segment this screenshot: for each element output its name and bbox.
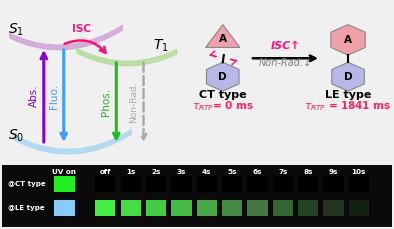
FancyBboxPatch shape [0, 164, 394, 228]
Bar [197, 176, 217, 192]
Text: Non-Rad.↓: Non-Rad.↓ [259, 57, 312, 68]
Text: D: D [344, 72, 352, 82]
Text: Non-Rad.: Non-Rad. [130, 82, 139, 123]
Text: Abs.: Abs. [29, 85, 39, 107]
Bar [95, 199, 115, 215]
Bar [121, 199, 141, 215]
Text: 8s: 8s [303, 169, 313, 175]
Text: 1s: 1s [126, 169, 136, 175]
Text: 2s: 2s [151, 169, 161, 175]
Bar [323, 199, 344, 215]
Text: 3s: 3s [177, 169, 186, 175]
Text: Fluo.: Fluo. [49, 83, 59, 109]
Text: LE type: LE type [325, 90, 371, 100]
Text: CT type: CT type [199, 90, 247, 100]
Bar [121, 176, 141, 192]
Text: 4s: 4s [202, 169, 212, 175]
Bar [95, 176, 115, 192]
Text: 5s: 5s [227, 169, 237, 175]
Bar [171, 176, 191, 192]
Text: @CT type: @CT type [8, 181, 45, 187]
Bar [247, 199, 268, 215]
Text: 7s: 7s [278, 169, 288, 175]
Text: $S_0$: $S_0$ [7, 127, 24, 144]
Text: off: off [100, 169, 111, 175]
Text: $T_1$: $T_1$ [152, 38, 168, 54]
Text: 6s: 6s [253, 169, 262, 175]
Text: Phos.: Phos. [101, 88, 112, 116]
Text: D: D [218, 72, 227, 82]
Text: ISC: ISC [72, 24, 91, 34]
Bar [146, 176, 166, 192]
Bar [54, 176, 74, 192]
Text: @LE type: @LE type [8, 204, 45, 210]
Bar [54, 199, 74, 215]
Bar [349, 176, 369, 192]
Bar [349, 199, 369, 215]
Bar [222, 176, 242, 192]
Text: $\tau_{RTP}$ = 1841 ms: $\tau_{RTP}$ = 1841 ms [305, 99, 392, 113]
Bar [197, 199, 217, 215]
Bar [298, 199, 318, 215]
Bar [171, 199, 191, 215]
Bar [323, 176, 344, 192]
Bar [273, 199, 293, 215]
Text: $S_1$: $S_1$ [7, 22, 24, 38]
Text: UV on: UV on [52, 169, 76, 175]
Polygon shape [206, 25, 240, 47]
Text: A: A [219, 34, 227, 44]
Text: A: A [344, 35, 352, 45]
Bar [247, 176, 268, 192]
Bar [146, 199, 166, 215]
Bar [298, 176, 318, 192]
Bar [273, 176, 293, 192]
Text: ISC↑: ISC↑ [271, 41, 300, 51]
Bar [222, 199, 242, 215]
Polygon shape [332, 62, 364, 91]
Text: 10s: 10s [352, 169, 366, 175]
Text: 9s: 9s [329, 169, 338, 175]
Polygon shape [206, 62, 239, 91]
Text: $\tau_{RTP}$= 0 ms: $\tau_{RTP}$= 0 ms [192, 99, 254, 113]
Polygon shape [331, 25, 365, 55]
